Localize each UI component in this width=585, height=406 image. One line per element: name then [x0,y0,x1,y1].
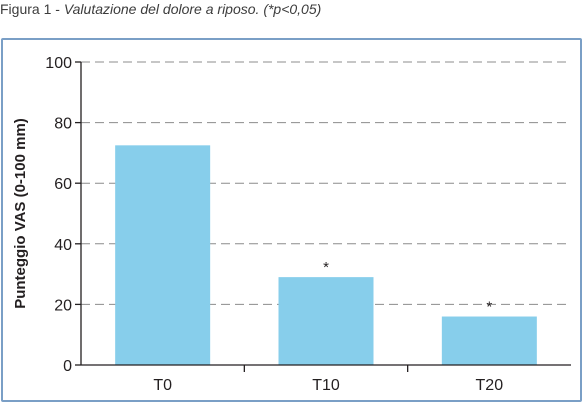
y-axis-label: Punteggio VAS (0-100 mm) [12,118,29,309]
x-ticks: T0 T10 T20 [153,365,503,394]
x-tick-label: T0 [153,377,172,394]
bar-t20 [441,316,537,365]
bar-t0 [115,145,211,365]
axes [80,62,571,366]
y-tick-label: 40 [54,237,72,254]
y-tick-label: 0 [63,358,72,375]
y-tick-label: 60 [54,176,72,193]
y-tick-label: 20 [54,297,72,314]
y-ticks: 0 20 40 60 80 100 [45,55,81,375]
significance-star: * [486,299,492,316]
figure-subtitle: Valutazione del dolore a riposo. (*p<0,0… [63,1,322,17]
caption-separator: - [51,1,64,17]
x-tick-label: T10 [312,377,340,394]
significance-markers: ** [323,259,492,315]
bar-t10 [278,277,374,365]
figure-caption: Figura 1 - Valutazione del dolore a ripo… [0,1,321,17]
y-tick-label: 80 [54,116,72,133]
bars [115,145,537,365]
x-tick-label: T20 [476,377,504,394]
chart-frame [1,38,582,402]
figure-number: Figura 1 [0,1,52,17]
significance-star: * [323,259,329,276]
y-tick-label: 100 [45,55,72,72]
